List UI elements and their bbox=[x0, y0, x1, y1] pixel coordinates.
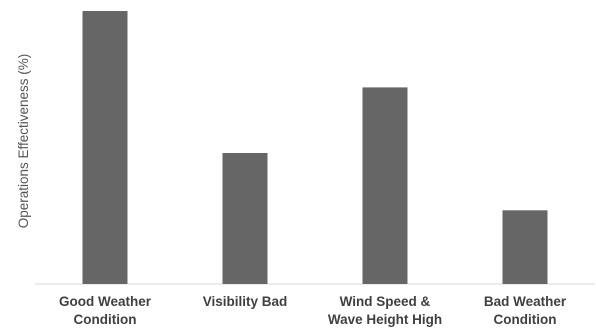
bar bbox=[222, 153, 268, 284]
bar bbox=[82, 11, 128, 284]
x-tick-label: Good Weather bbox=[59, 294, 152, 309]
x-tick-label: Visibility Bad bbox=[203, 294, 288, 309]
y-axis-title-group: Operations Effectiveness (%) bbox=[16, 54, 31, 229]
bars-group bbox=[82, 11, 548, 285]
x-tick-label: Condition bbox=[74, 312, 137, 327]
bar bbox=[362, 87, 408, 285]
y-axis-title: Operations Effectiveness (%) bbox=[16, 54, 31, 229]
x-tick-label: Condition bbox=[494, 312, 557, 327]
x-tick-labels-group: Good Weather Condition Visibility Bad Wind … bbox=[59, 294, 567, 327]
x-tick-label: Wave Height High bbox=[328, 312, 442, 327]
bar bbox=[502, 210, 548, 284]
x-tick-label: Bad Weather bbox=[484, 294, 567, 309]
x-tick-label: Wind Speed & bbox=[340, 294, 431, 309]
